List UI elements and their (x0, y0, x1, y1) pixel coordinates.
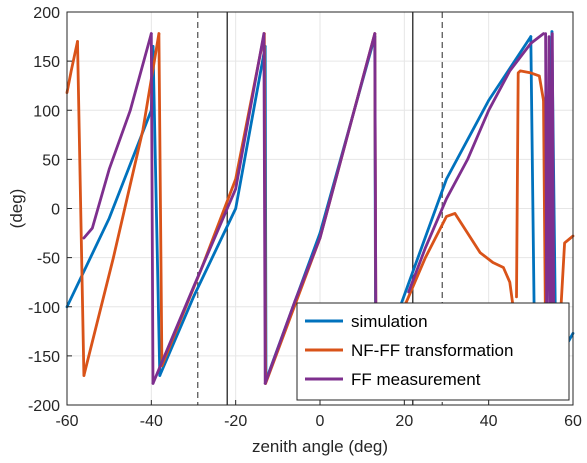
y-tick-label: 50 (42, 152, 60, 169)
y-tick-label: -100 (28, 300, 60, 317)
x-tick-label: 0 (316, 413, 325, 430)
series-line (158, 45, 267, 377)
y-tick-label: -50 (37, 251, 60, 268)
axis-ticks: -60 -40 -20 0 20 40 60-200-150-100-50050100150… (28, 5, 582, 430)
legend-entry: simulation (351, 312, 428, 331)
series-line (151, 45, 162, 377)
x-tick-label: 40 (480, 413, 498, 430)
series-line (398, 35, 533, 309)
x-tick-label: -40 (140, 413, 163, 430)
y-tick-label: 0 (51, 202, 60, 219)
series-line (82, 32, 153, 240)
legend: simulation NF-FF transformation FF measure… (296, 302, 570, 401)
x-tick-label: 20 (395, 413, 413, 430)
series-line (82, 32, 161, 377)
y-tick-label: 150 (33, 54, 60, 71)
series-line (151, 32, 266, 385)
legend-entry: FF measurement (351, 370, 481, 389)
x-tick-label: 60 (564, 413, 582, 430)
series-line (402, 211, 515, 309)
series-line (157, 32, 164, 368)
legend-entry: NF-FF transformation (351, 341, 513, 360)
series-line (65, 40, 79, 94)
series-line (160, 32, 266, 368)
series-line (407, 32, 545, 294)
y-axis-label: (deg) (7, 189, 26, 229)
x-tick-label: -20 (224, 413, 247, 430)
series-line (263, 32, 377, 385)
x-axis-label: zenith angle (deg) (252, 437, 388, 456)
y-tick-label: -150 (28, 349, 60, 366)
series-line (515, 69, 545, 299)
x-tick-label: -60 (55, 413, 78, 430)
y-tick-label: -200 (28, 398, 60, 415)
y-tick-label: 100 (33, 103, 60, 120)
series-line (262, 32, 267, 385)
y-tick-label: 200 (33, 5, 60, 22)
series-line (149, 32, 155, 385)
series-line (76, 40, 86, 377)
